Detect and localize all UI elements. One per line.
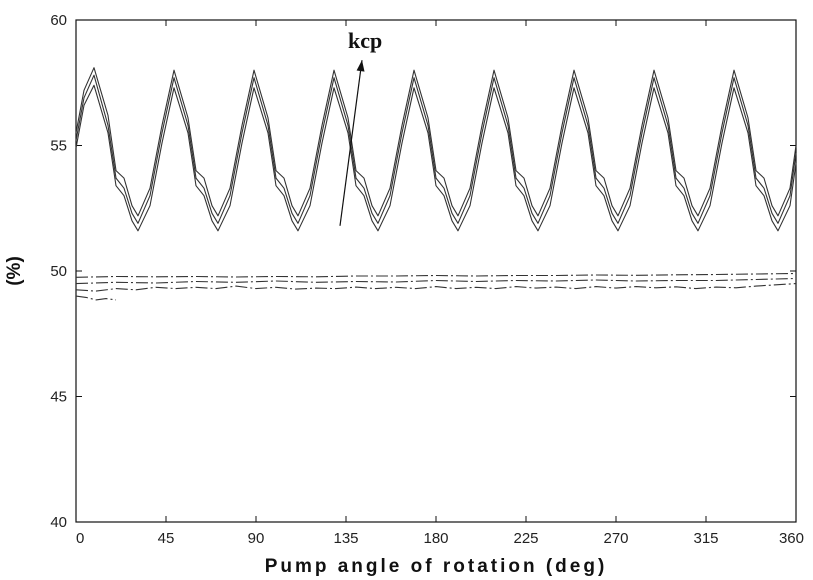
series-line-5 [75, 277, 797, 285]
x-tick-label: 90 [248, 530, 265, 547]
series-line-6 [75, 283, 797, 292]
x-tick-label: 180 [423, 530, 448, 547]
series-line-2 [75, 74, 797, 224]
x-tick-label: 135 [333, 530, 358, 547]
annotation-arrow-head [356, 60, 365, 72]
x-tick-label: 270 [603, 530, 628, 547]
annotation-layer: kcp [339, 28, 382, 226]
x-tick-label: 225 [513, 530, 538, 547]
annotation-label: kcp [348, 28, 382, 53]
series-line-4 [75, 272, 797, 278]
series-line-3 [75, 84, 797, 232]
series-line-1 [75, 67, 797, 217]
x-tick-label: 0 [76, 530, 84, 547]
x-tick-label: 45 [158, 530, 175, 547]
y-tick-label: 45 [50, 389, 67, 406]
plot-area-frame [75, 19, 797, 523]
series-line-7 [75, 295, 117, 301]
x-tick-label: 360 [779, 530, 804, 547]
annotation-arrow-shaft [339, 60, 363, 226]
y-tick-label: 60 [50, 12, 67, 29]
y-axis-title: (%) [4, 256, 25, 286]
series-layer [75, 67, 797, 301]
y-tick-label: 55 [50, 138, 67, 155]
y-tick-label: 40 [50, 514, 67, 531]
x-tick-label: 315 [693, 530, 718, 547]
x-axis-title: Pump angle of rotation (deg) [265, 556, 608, 577]
y-axis: 40 45 50 55 60 [50, 12, 796, 531]
x-axis: 0 45 90 135 180 225 270 315 360 [75, 20, 804, 547]
y-tick-label: 50 [50, 263, 67, 280]
